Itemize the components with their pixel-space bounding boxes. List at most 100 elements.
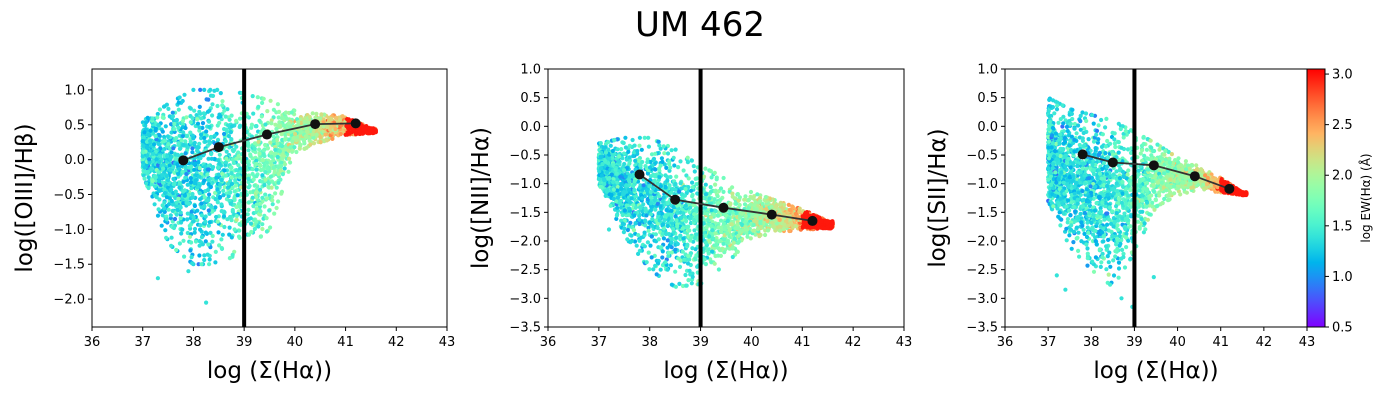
scatter-point: [268, 98, 273, 103]
scatter-point: [226, 181, 231, 187]
scatter-point: [198, 223, 203, 228]
scatter-point: [189, 209, 194, 214]
scatter-point: [254, 202, 259, 207]
scatter-point: [631, 203, 636, 208]
scatter-point: [690, 180, 695, 185]
scatter-point: [178, 216, 183, 221]
scatter-point: [270, 202, 275, 207]
scatter-point: [632, 187, 637, 193]
scatter-point: [256, 224, 261, 229]
scatter-point: [154, 137, 159, 142]
scatter-point: [250, 94, 255, 99]
scatter-point: [200, 242, 205, 247]
scatter-point: [198, 227, 203, 232]
scatter-point: [314, 111, 319, 116]
scatter-point: [654, 272, 659, 277]
scatter-point: [159, 223, 164, 228]
scatter-point: [213, 249, 218, 254]
scatter-point: [714, 242, 719, 247]
scatter-point: [160, 115, 165, 120]
median-marker: [213, 142, 224, 153]
scatter-point: [260, 179, 265, 184]
scatter-point: [678, 159, 683, 164]
scatter-point: [254, 219, 259, 224]
scatter-point: [615, 184, 620, 190]
scatter-point: [216, 230, 221, 235]
scatter-point: [214, 214, 219, 220]
scatter-point: [727, 227, 733, 232]
scatter-point: [347, 131, 352, 136]
scatter-point: [197, 243, 202, 248]
scatter-point: [689, 158, 694, 163]
scatter-point: [274, 205, 279, 211]
scatter-point: [648, 159, 653, 165]
scatter-point: [158, 154, 163, 159]
scatter-point: [232, 227, 237, 232]
scatter-point: [197, 174, 202, 179]
scatter-point: [333, 115, 339, 120]
scatter-point: [659, 156, 665, 161]
scatter-point: [650, 216, 655, 222]
scatter-point: [645, 197, 650, 202]
scatter-point: [152, 184, 157, 189]
scatter-point: [649, 208, 654, 213]
scatter-point: [257, 147, 262, 152]
scatter-point: [208, 184, 213, 190]
scatter-point: [308, 127, 313, 132]
scatter-point: [206, 97, 211, 102]
scatter-point: [169, 130, 174, 135]
scatter-point: [718, 239, 723, 244]
scatter-point: [209, 156, 214, 161]
scatter-point: [644, 260, 649, 265]
scatter-point: [655, 201, 660, 206]
scatter-point: [218, 182, 223, 187]
scatter-point: [222, 224, 227, 230]
scatter-point: [683, 203, 688, 208]
scatter-point: [742, 197, 747, 202]
scatter-point: [674, 174, 679, 179]
scatter-point: [728, 202, 733, 207]
scatter-point: [150, 159, 155, 164]
scatter-point: [165, 134, 170, 139]
scatter-point: [227, 256, 232, 261]
scatter-point: [328, 125, 333, 130]
scatter-point: [253, 150, 258, 155]
scatter-point: [153, 175, 158, 180]
scatter-point: [665, 223, 670, 229]
scatter-point: [254, 206, 259, 211]
scatter-point: [736, 226, 741, 231]
scatter-point: [279, 160, 284, 165]
scatter-point: [703, 240, 708, 245]
scatter-point: [665, 267, 670, 272]
scatter-point: [230, 148, 235, 153]
scatter-point: [176, 171, 181, 176]
scatter-point: [169, 150, 174, 155]
scatter-point: [258, 163, 263, 168]
scatter-point: [274, 137, 279, 142]
scatter-point: [310, 132, 315, 137]
scatter-point: [166, 142, 171, 147]
scatter-point: [180, 118, 185, 124]
scatter-point: [292, 145, 297, 150]
scatter-point: [207, 124, 212, 130]
scatter-point: [207, 108, 212, 113]
scatter-point: [180, 133, 186, 138]
scatter-point: [742, 202, 748, 207]
scatter-point: [721, 175, 726, 181]
scatter-point: [282, 166, 287, 171]
scatter-point: [173, 189, 178, 194]
scatter-point: [615, 147, 620, 152]
scatter-point: [206, 223, 211, 228]
scatter-point: [734, 211, 739, 216]
scatter-point: [258, 234, 264, 239]
scatter-point: [215, 200, 220, 205]
scatter-point: [155, 111, 160, 117]
scatter-point: [146, 132, 151, 137]
scatter-point: [298, 117, 303, 122]
scatter-point: [620, 156, 625, 161]
scatter-point: [179, 231, 184, 236]
scatter-point: [269, 179, 274, 184]
scatter-point: [269, 185, 274, 190]
scatter-outlier: [204, 300, 209, 305]
